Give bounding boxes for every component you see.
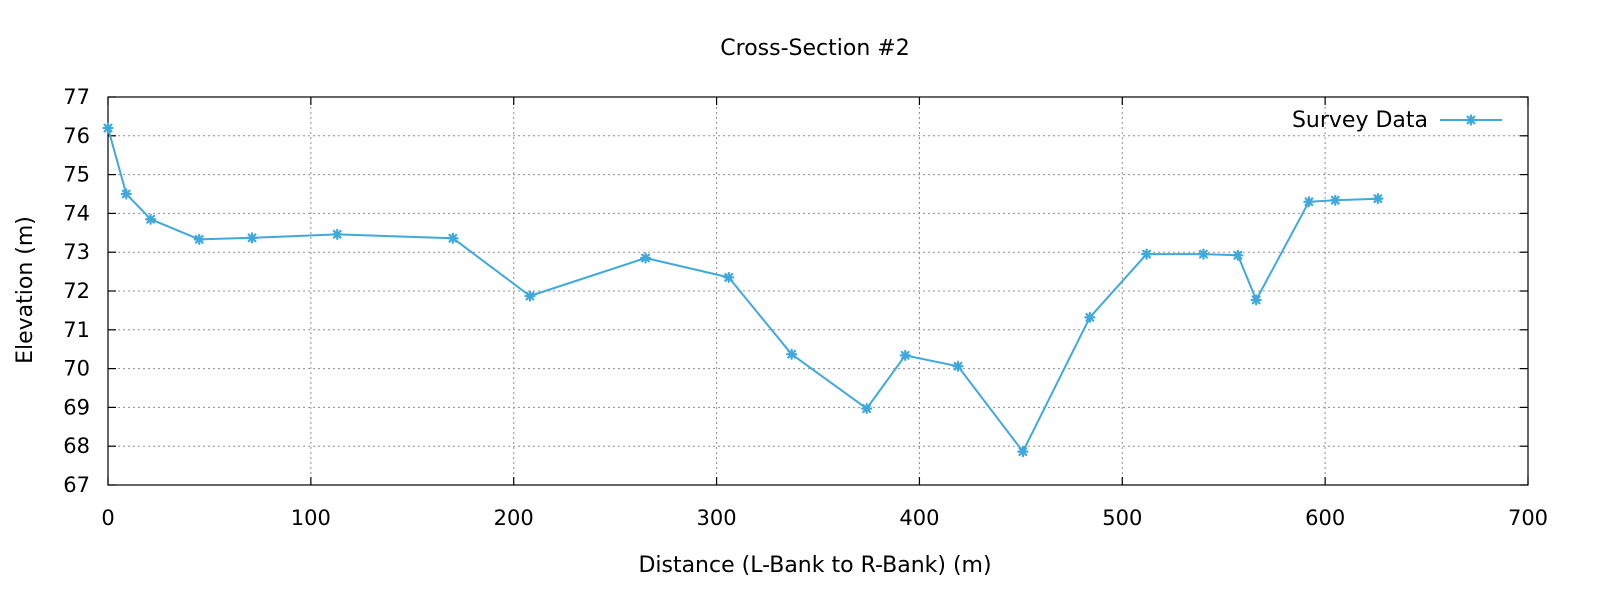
data-point [1017, 446, 1029, 458]
series-line-survey-data [107, 127, 1378, 453]
data-point [1232, 249, 1244, 261]
y-tick-label: 71 [63, 318, 90, 342]
data-point [723, 271, 735, 284]
grid [108, 97, 1528, 485]
legend-marker-survey-data [1465, 114, 1477, 126]
y-tick-label: 74 [63, 201, 90, 225]
legend: Survey Data [1292, 108, 1502, 133]
data-point [639, 252, 652, 264]
axis-ticks: 0 100 200 300 400 500 600 700 67 68 69 70 71 72 73 74 75… [63, 85, 1548, 530]
data-point [786, 348, 798, 360]
data-point [102, 122, 114, 134]
y-tick-label: 69 [63, 395, 90, 419]
data-point [1141, 248, 1153, 260]
data-point [193, 233, 205, 245]
data-point [1372, 193, 1384, 205]
data-point [952, 360, 964, 372]
legend-label-survey-data: Survey Data [1292, 108, 1428, 133]
x-tick-label: 0 [101, 506, 114, 530]
data-point [1197, 248, 1210, 260]
data-point [145, 213, 157, 225]
data-point [899, 349, 911, 362]
data-point [1250, 294, 1262, 306]
y-tick-label: 75 [63, 163, 90, 187]
x-axis-label: Distance (L-Bank to R-Bank) (m) [638, 553, 991, 578]
data-point [861, 402, 873, 415]
x-tick-label: 500 [1102, 506, 1142, 530]
chart-title: Cross-Section #2 [720, 36, 909, 61]
data-point [447, 232, 459, 244]
x-tick-label: 100 [291, 506, 331, 530]
y-axis-label: Elevation (m) [13, 216, 38, 364]
y-tick-label: 67 [63, 473, 90, 497]
data-point [1329, 194, 1341, 206]
data-point [1303, 196, 1315, 208]
x-tick-label: 300 [697, 506, 737, 530]
data-point [1084, 311, 1096, 323]
y-tick-label: 73 [63, 240, 90, 264]
x-tick-label: 200 [494, 506, 534, 530]
series-layer [102, 122, 1384, 458]
x-tick-label: 400 [899, 506, 939, 530]
data-point [524, 290, 536, 302]
y-tick-label: 68 [63, 434, 90, 458]
legend-marker-symbol [1465, 114, 1477, 126]
y-tick-label: 72 [63, 279, 90, 303]
data-point [331, 228, 343, 240]
data-point [120, 188, 132, 200]
x-tick-label: 600 [1305, 506, 1345, 530]
y-tick-label: 77 [63, 85, 90, 109]
y-tick-label: 76 [63, 124, 90, 148]
x-tick-label: 700 [1508, 506, 1548, 530]
y-tick-label: 70 [63, 357, 90, 381]
data-point [246, 232, 258, 244]
